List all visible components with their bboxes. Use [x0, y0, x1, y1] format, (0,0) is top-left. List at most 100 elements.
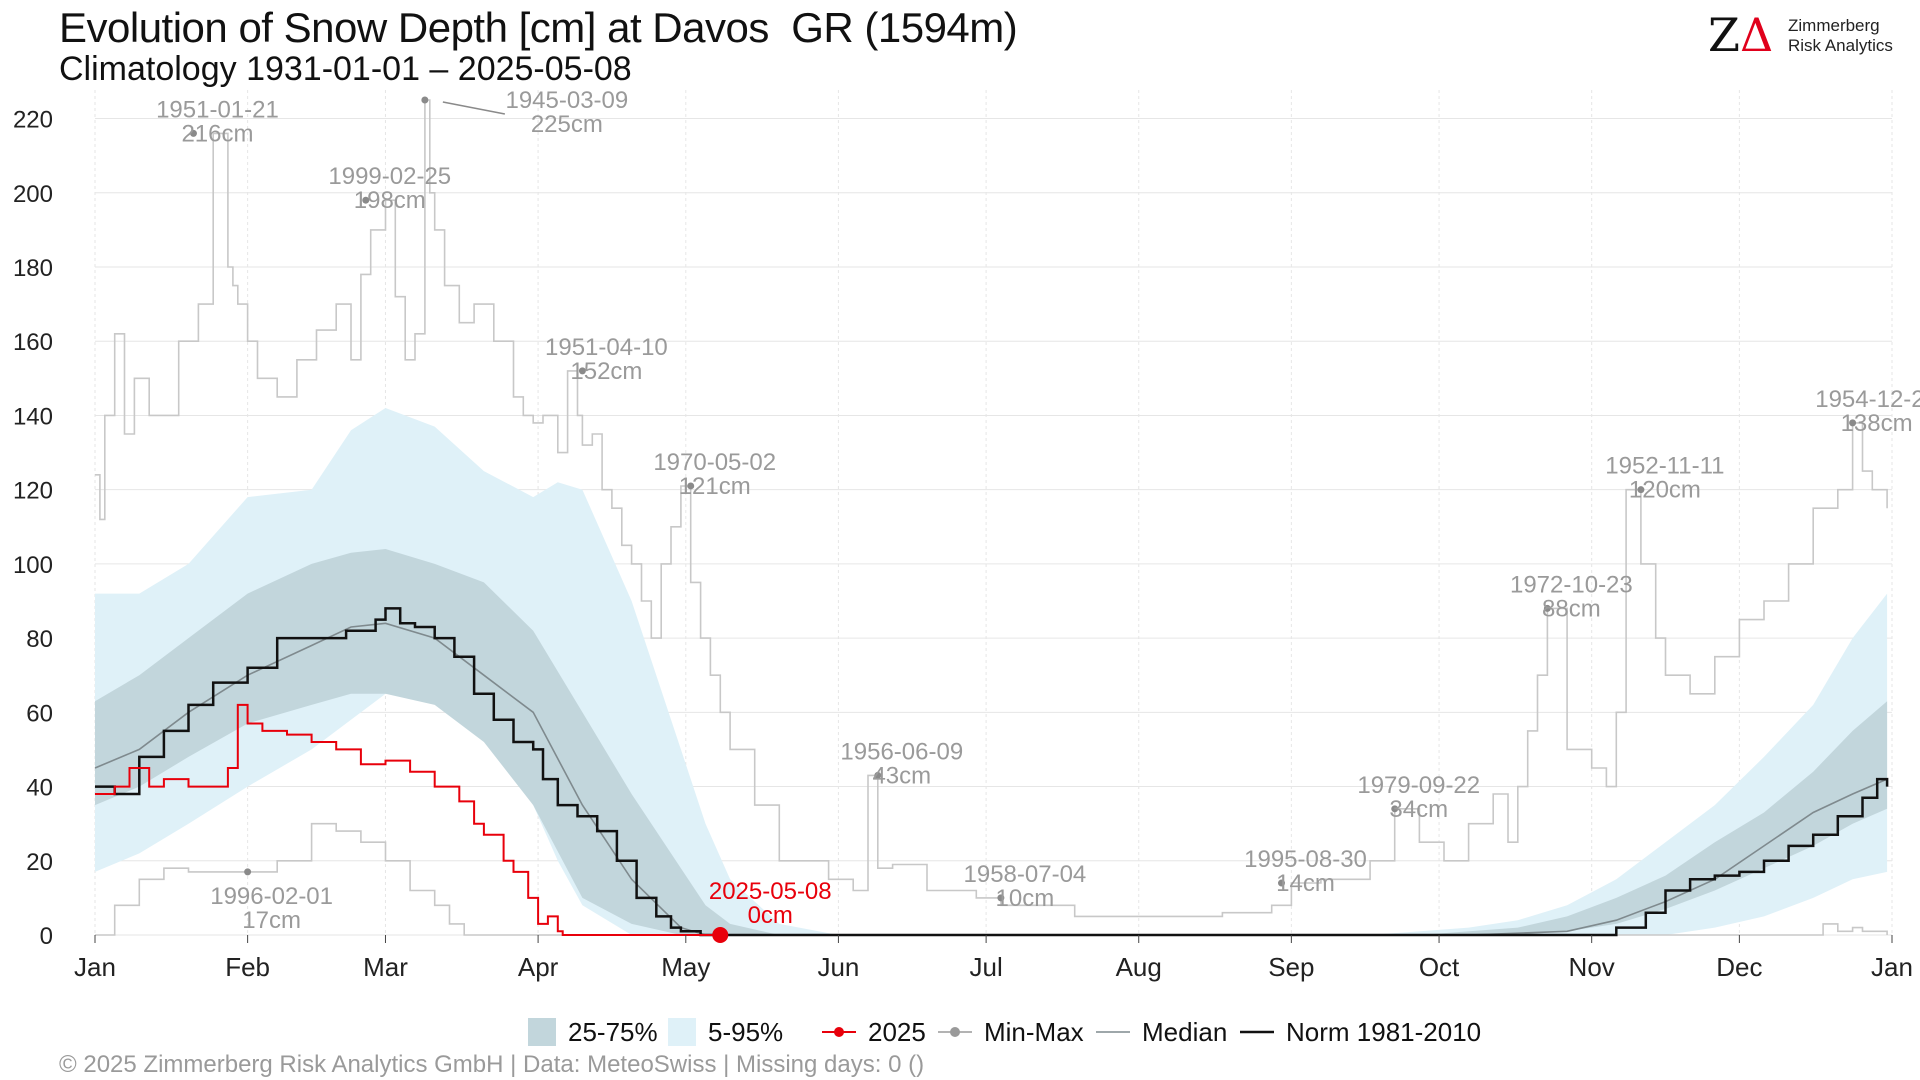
annotation-date: 1951-04-10: [545, 334, 668, 361]
annotation-value: 43cm: [872, 762, 931, 789]
annotation-date: 1979-09-22: [1357, 772, 1480, 799]
extreme-point: [1391, 805, 1399, 813]
y-tick-label: 100: [13, 552, 53, 579]
extreme-point: [1849, 419, 1857, 427]
y-tick-label: 220: [13, 107, 53, 134]
y-tick-label: 0: [40, 923, 53, 950]
annotation-value: 0cm: [748, 902, 793, 929]
x-tick-label: Apr: [518, 952, 559, 982]
annotation-value: 120cm: [1629, 477, 1701, 504]
annotation-value: 198cm: [354, 187, 426, 214]
annotation-date: 1951-01-21: [156, 96, 279, 123]
logo-mark-delta: Δ: [1739, 8, 1774, 62]
annotation-date: 1956-06-09: [840, 738, 963, 765]
annotation-date: 1945-03-09: [505, 87, 628, 114]
percentile-bands: [95, 408, 1888, 935]
extreme-point: [421, 96, 429, 104]
legend-label-norm: Norm 1981-2010: [1286, 1016, 1482, 1047]
y-tick-label: 80: [26, 626, 53, 653]
annotation-value: 121cm: [679, 473, 751, 500]
x-tick-label: Nov: [1569, 952, 1615, 982]
legend-item-median: Median: [1096, 1012, 1227, 1052]
x-tick-label: Jan: [1871, 952, 1913, 982]
x-tick-label: Feb: [225, 952, 270, 982]
extreme-point: [578, 367, 586, 375]
x-tick-label: Mar: [363, 952, 408, 982]
legend-item-norm: Norm 1981-2010: [1240, 1012, 1481, 1052]
logo-line-2: Risk Analytics: [1788, 36, 1893, 55]
current-year-marker: [712, 927, 729, 943]
annotation-value: 138cm: [1841, 410, 1913, 437]
x-tick-label: Jul: [969, 952, 1002, 982]
brand-logo: ZΔ Zimmerberg Risk Analytics: [1708, 10, 1908, 60]
annotation-date: 1996-02-01: [210, 883, 333, 910]
annotation-value: 88cm: [1542, 595, 1601, 622]
y-tick-label: 60: [26, 700, 53, 727]
minmax-min-line: [95, 822, 1888, 936]
annotation-value: 14cm: [1276, 870, 1335, 897]
y-tick-label: 180: [13, 255, 53, 282]
y-tick-label: 140: [13, 403, 53, 430]
legend-swatch-5-95: [668, 1018, 696, 1046]
extreme-point: [1278, 879, 1286, 887]
legend-item-5-95: 5-95%: [668, 1012, 783, 1052]
legend: 25-75% 5-95% 2025 Min-Max Median Norm 19…: [0, 1012, 1920, 1052]
extreme-point: [874, 771, 882, 779]
axis-labels: 0 20 40 60 80 100 120 140 160 180 200 220 Jan Feb Mar A…: [13, 107, 1913, 982]
annotation-value: 10cm: [996, 885, 1055, 912]
extreme-point: [362, 196, 370, 204]
legend-item-25-75: 25-75%: [528, 1012, 658, 1052]
current-year-line: [95, 703, 721, 936]
y-tick-label: 40: [26, 775, 53, 802]
extreme-point: [1543, 604, 1551, 612]
minmax-max-line: [95, 99, 1888, 918]
y-tick-label: 20: [26, 849, 53, 876]
y-tick-label: 120: [13, 478, 53, 505]
annotation-date: 1972-10-23: [1510, 571, 1633, 598]
legend-swatch-25-75: [528, 1018, 556, 1046]
legend-swatch-2025: [822, 1027, 856, 1037]
annotation-date: 1952-11-11: [1605, 453, 1724, 480]
annotation-value: 34cm: [1389, 796, 1448, 823]
legend-swatch-median: [1096, 1031, 1130, 1033]
footer-copyright: © 2025 Zimmerberg Risk Analytics GmbH | …: [59, 1051, 925, 1078]
extreme-point: [997, 894, 1005, 902]
extreme-point: [687, 482, 695, 490]
band-25-75: [95, 549, 1888, 935]
grid: [94, 90, 1893, 936]
x-tick-label: Jan: [74, 952, 116, 982]
annotation-date: 1970-05-02: [653, 449, 776, 476]
annotation-date: 1958-07-04: [964, 861, 1087, 888]
annotation-value: 225cm: [531, 111, 603, 138]
extreme-point: [1637, 486, 1645, 494]
x-tick-label: Sep: [1268, 952, 1314, 982]
x-tick-label: Aug: [1116, 952, 1162, 982]
logo-line-1: Zimmerberg: [1788, 16, 1880, 35]
legend-label-25-75: 25-75%: [568, 1016, 658, 1047]
annotation-date: 1954-12-24: [1815, 386, 1920, 413]
annotation-value: 17cm: [242, 907, 301, 934]
annotation-leader: [442, 101, 506, 115]
chart-subtitle: Climatology 1931-01-01 – 2025-05-08: [59, 50, 632, 88]
y-tick-label: 200: [13, 181, 53, 208]
annotation-value: 216cm: [181, 120, 253, 147]
x-tick-label: Dec: [1716, 952, 1762, 982]
legend-swatch-norm: [1240, 1030, 1274, 1034]
norm-line: [95, 607, 1889, 937]
legend-item-2025: 2025: [822, 1012, 926, 1052]
logo-mark: ZΔ: [1708, 10, 1773, 60]
series-lines: [94, 99, 1889, 943]
annotation-date: 1999-02-25: [328, 163, 451, 190]
extreme-point: [189, 129, 197, 137]
annotation-date: 2025-05-08: [709, 878, 832, 905]
annotation-date: 1995-08-30: [1244, 846, 1367, 873]
x-tick-label: May: [661, 952, 710, 982]
logo-mark-z: Z: [1708, 8, 1740, 62]
chart-title: Evolution of Snow Depth [cm] at Davos GR…: [59, 4, 1018, 51]
logo-text: Zimmerberg Risk Analytics: [1788, 16, 1893, 56]
legend-label-min-max: Min-Max: [984, 1016, 1084, 1047]
legend-label-5-95: 5-95%: [708, 1016, 784, 1047]
legend-label-2025: 2025: [868, 1016, 926, 1047]
